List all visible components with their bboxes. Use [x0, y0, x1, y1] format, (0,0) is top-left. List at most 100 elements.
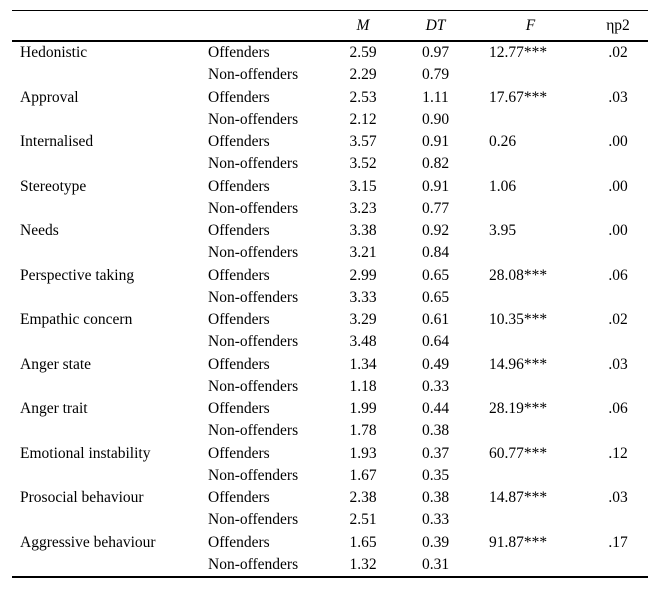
table-row: Empathic concern Offenders 3.29 0.61 10.… — [12, 309, 648, 331]
header-mean: M — [356, 16, 370, 34]
group-label: Non-offenders — [208, 155, 299, 173]
f-value — [473, 109, 588, 131]
f-value: 14.87*** — [489, 489, 548, 507]
eta-value — [588, 242, 648, 264]
group-label: Non-offenders — [208, 466, 299, 484]
table-row: Aggressive behaviour Offenders 1.65 0.39… — [12, 532, 648, 554]
table-row: Non-offenders 3.48 0.64 — [12, 331, 648, 353]
table-row: Non-offenders 1.78 0.38 — [12, 420, 648, 442]
mean-value: 2.53 — [349, 88, 377, 106]
mean-value: 1.18 — [349, 377, 377, 395]
f-value — [473, 554, 588, 577]
table-body: Hedonistic Offenders 2.59 0.97 12.77*** … — [12, 41, 648, 577]
eta-value: .03 — [608, 88, 628, 106]
variable-label: Emotional instability — [20, 444, 151, 462]
mean-value: 2.29 — [349, 66, 377, 84]
eta-value: .17 — [608, 533, 628, 551]
mean-value: 2.12 — [349, 110, 377, 128]
f-value — [473, 64, 588, 86]
mean-value: 3.52 — [349, 155, 377, 173]
sd-value: 0.65 — [421, 266, 450, 284]
sd-value: 0.44 — [421, 400, 450, 418]
table-row: Emotional instability Offenders 1.93 0.3… — [12, 443, 648, 465]
table-row: Needs Offenders 3.38 0.92 3.95 .00 — [12, 220, 648, 242]
group-label: Non-offenders — [208, 511, 299, 529]
variable-label: Internalised — [20, 133, 94, 151]
sd-value: 0.31 — [421, 555, 450, 573]
table-row: Prosocial behaviour Offenders 2.38 0.38 … — [12, 487, 648, 509]
group-label: Offenders — [208, 400, 270, 418]
variable-label: Aggressive behaviour — [20, 533, 156, 551]
table-row: Perspective taking Offenders 2.99 0.65 2… — [12, 265, 648, 287]
sd-value: 0.35 — [421, 466, 450, 484]
sd-value: 0.49 — [421, 355, 450, 373]
header-f-statistic: F — [525, 16, 536, 34]
group-label: Offenders — [208, 44, 270, 62]
variable-label — [12, 287, 208, 309]
mean-value: 3.38 — [349, 222, 377, 240]
eta-value — [588, 509, 648, 531]
sd-value: 0.84 — [421, 244, 450, 262]
group-label: Offenders — [208, 444, 270, 462]
variable-label — [12, 153, 208, 175]
table-row: Non-offenders 3.23 0.77 — [12, 198, 648, 220]
group-label: Offenders — [208, 133, 270, 151]
eta-value — [588, 465, 648, 487]
mean-value: 1.78 — [349, 422, 377, 440]
group-label: Offenders — [208, 533, 270, 551]
variable-label — [12, 554, 208, 577]
header-group — [208, 11, 328, 42]
table-row: Anger state Offenders 1.34 0.49 14.96***… — [12, 354, 648, 376]
mean-value: 1.65 — [349, 533, 377, 551]
eta-value: .03 — [608, 489, 628, 507]
mean-value: 3.15 — [349, 177, 377, 195]
group-label: Non-offenders — [208, 110, 299, 128]
eta-value — [588, 109, 648, 131]
mean-value: 2.99 — [349, 266, 377, 284]
f-value — [473, 420, 588, 442]
f-value — [473, 376, 588, 398]
group-label: Non-offenders — [208, 555, 299, 573]
f-value: 0.26 — [489, 133, 517, 151]
variable-label — [12, 509, 208, 531]
eta-value: .12 — [608, 444, 628, 462]
mean-value: 3.29 — [349, 311, 377, 329]
mean-value: 1.67 — [349, 466, 377, 484]
variable-label: Prosocial behaviour — [20, 489, 144, 507]
table-row: Hedonistic Offenders 2.59 0.97 12.77*** … — [12, 41, 648, 64]
f-value: 12.77*** — [489, 44, 548, 62]
mean-value: 3.21 — [349, 244, 377, 262]
sd-value: 0.77 — [421, 199, 450, 217]
header-row: M DT F ηp2 — [12, 11, 648, 42]
variable-label — [12, 109, 208, 131]
table-row: Non-offenders 3.33 0.65 — [12, 287, 648, 309]
table-row: Non-offenders 1.18 0.33 — [12, 376, 648, 398]
eta-value: .00 — [608, 222, 628, 240]
variable-label — [12, 465, 208, 487]
sd-value: 0.39 — [421, 533, 450, 551]
variable-label — [12, 242, 208, 264]
f-value: 17.67*** — [489, 88, 548, 106]
variable-label: Anger state — [20, 355, 92, 373]
sd-value: 0.64 — [421, 333, 450, 351]
table-row: Approval Offenders 2.53 1.11 17.67*** .0… — [12, 87, 648, 109]
group-label: Non-offenders — [208, 377, 299, 395]
f-value: 28.19*** — [489, 400, 548, 418]
variable-label: Empathic concern — [20, 311, 133, 329]
eta-value: .06 — [608, 400, 628, 418]
table-row: Non-offenders 1.67 0.35 — [12, 465, 648, 487]
group-label: Non-offenders — [208, 66, 299, 84]
eta-value — [588, 420, 648, 442]
f-value: 14.96*** — [489, 355, 548, 373]
eta-value — [588, 376, 648, 398]
f-value — [473, 287, 588, 309]
table-row: Non-offenders 2.12 0.90 — [12, 109, 648, 131]
sd-value: 0.37 — [421, 444, 450, 462]
eta-value: .02 — [608, 44, 628, 62]
eta-value — [588, 153, 648, 175]
variable-label: Hedonistic — [20, 44, 88, 62]
statistics-table-container: M DT F ηp2 Hedonistic Offenders 2.59 0.9… — [12, 10, 648, 578]
group-label: Non-offenders — [208, 288, 299, 306]
table-row: Internalised Offenders 3.57 0.91 0.26 .0… — [12, 131, 648, 153]
sd-value: 0.38 — [421, 489, 450, 507]
